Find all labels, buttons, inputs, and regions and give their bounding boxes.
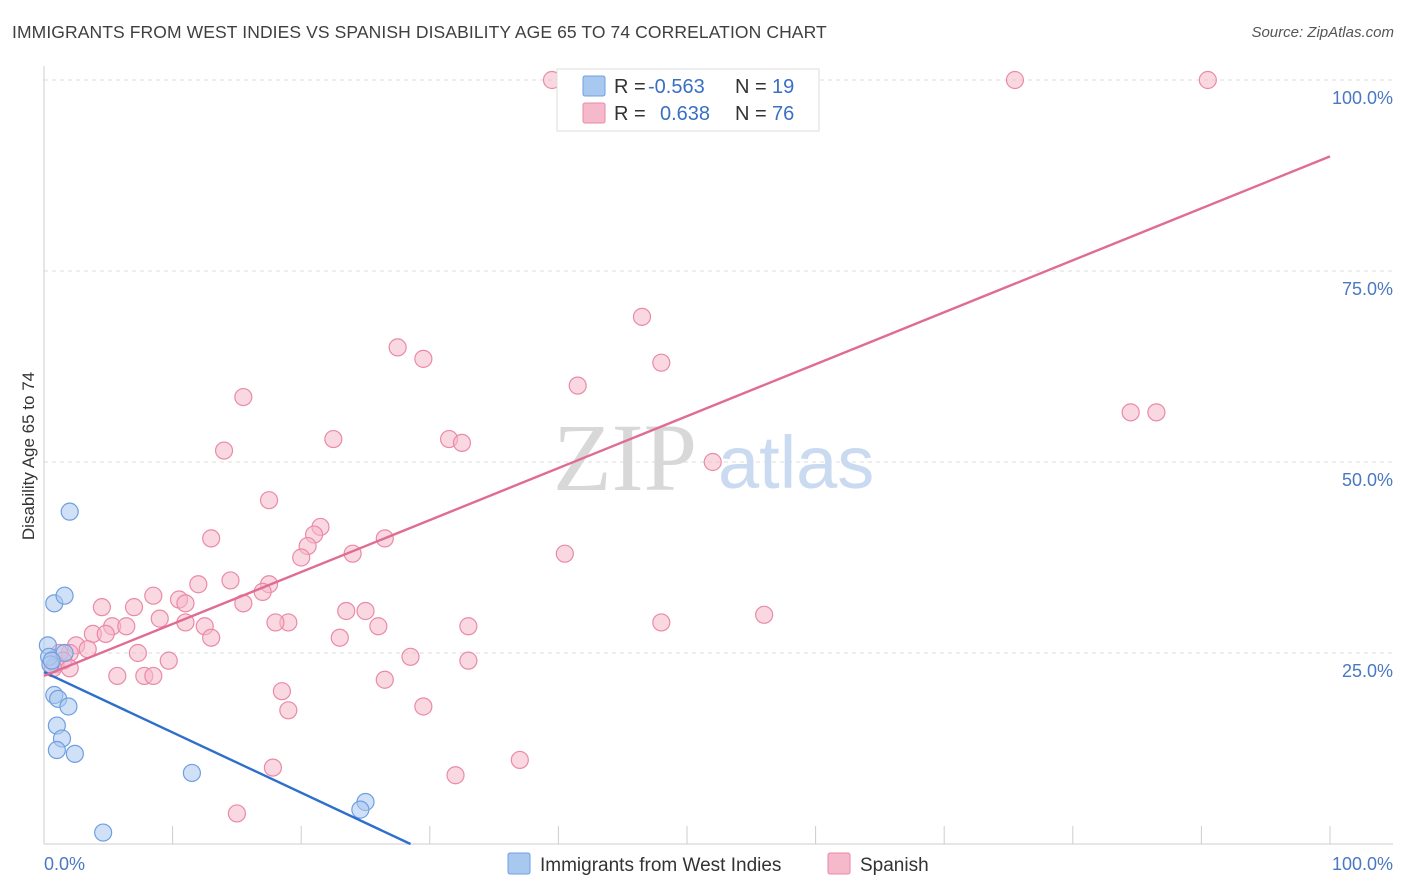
data-point-spanish [459, 617, 478, 636]
data-point-spanish [279, 701, 298, 720]
data-point-spanish [266, 613, 285, 632]
data-point-spanish [459, 651, 478, 670]
stats-legend-swatch-west-indies [582, 75, 606, 97]
data-point-spanish [227, 804, 246, 823]
data-point-spanish [108, 666, 127, 686]
watermark-atlas: atlas [718, 421, 874, 504]
series-legend-label-west-indies: Immigrants from West Indies [540, 855, 781, 876]
data-point-spanish [375, 670, 394, 689]
source-credit: Source: ZipAtlas.com [1251, 24, 1394, 41]
data-point-spanish [159, 651, 178, 670]
chart-title: IMMIGRANTS FROM WEST INDIES VS SPANISH D… [12, 22, 827, 42]
data-point-spanish [1121, 403, 1140, 422]
data-point-west-indies [55, 586, 74, 605]
x-tick-label: 100.0% [1332, 854, 1393, 874]
stats-legend-swatch-spanish [582, 102, 606, 124]
data-point-spanish [144, 666, 163, 686]
data-point-spanish [452, 433, 472, 452]
data-point-spanish [356, 601, 375, 621]
data-point-west-indies [182, 763, 201, 783]
data-point-west-indies [59, 697, 78, 716]
data-point-spanish [414, 697, 433, 716]
data-point-west-indies [351, 800, 370, 819]
data-point-spanish [755, 605, 774, 624]
data-point-spanish [652, 613, 671, 632]
series-legend: Immigrants from West Indies Spanish [507, 852, 929, 876]
stats-legend-n-value: 19 [772, 76, 794, 98]
stats-legend-n-label: N = [735, 76, 767, 98]
data-point-spanish [150, 609, 169, 628]
data-point-spanish [96, 624, 115, 644]
x-tick-labels: 0.0% 100.0% [44, 854, 1393, 874]
data-point-spanish [176, 594, 195, 613]
data-point-spanish [652, 353, 671, 372]
series-legend-swatch-west-indies [507, 852, 531, 875]
data-point-spanish [555, 544, 574, 563]
data-point-spanish [703, 452, 722, 472]
stats-legend: R = -0.563 N = 19 R = 0.638 N = 76 [556, 68, 820, 132]
series-legend-label-spanish: Spanish [860, 855, 929, 876]
data-point-west-indies [60, 502, 79, 521]
data-point-spanish [401, 647, 420, 666]
stats-legend-n-value: 76 [772, 103, 794, 125]
trend-lines [43, 155, 1331, 846]
data-point-spanish [202, 529, 221, 548]
y-tick-labels: 25.0% 50.0% 75.0% 100.0% [1332, 88, 1393, 681]
trend-line-spanish [43, 155, 1331, 678]
x-tick-label: 0.0% [44, 854, 85, 874]
data-point-spanish [272, 682, 292, 701]
data-point-spanish [202, 628, 221, 647]
stats-legend-r-value: -0.563 [648, 76, 705, 98]
data-point-spanish [189, 575, 208, 594]
data-point-spanish [388, 338, 407, 357]
series-legend-swatch-spanish [827, 852, 851, 875]
data-point-west-indies [42, 651, 61, 670]
data-point-spanish [292, 548, 311, 567]
data-point-spanish [632, 307, 652, 326]
y-axis-label: Disability Age 65 to 74 [19, 372, 38, 540]
data-points [38, 70, 1217, 842]
data-point-spanish [128, 643, 147, 663]
data-point-spanish [324, 429, 343, 449]
y-tick-label: 75.0% [1342, 279, 1393, 299]
data-point-spanish [124, 598, 144, 617]
data-point-west-indies [94, 823, 113, 842]
grid-lines [44, 79, 1393, 654]
data-point-spanish [446, 766, 465, 785]
data-point-spanish [337, 601, 356, 621]
stats-legend-n-label: N = [735, 103, 767, 125]
data-point-spanish [263, 758, 283, 777]
axes [43, 66, 1393, 845]
data-point-west-indies [47, 740, 66, 760]
data-point-spanish [369, 617, 388, 636]
stats-legend-r-label: R = [614, 103, 646, 125]
stats-legend-r-value: 0.638 [660, 103, 710, 125]
data-point-spanish [510, 750, 529, 770]
data-point-spanish [330, 628, 349, 647]
data-point-spanish [568, 376, 587, 395]
data-point-spanish [234, 387, 253, 407]
data-point-spanish [1198, 70, 1217, 90]
data-point-spanish [1005, 70, 1025, 90]
stats-legend-r-label: R = [614, 76, 646, 98]
data-point-west-indies [65, 744, 84, 763]
y-tick-label: 50.0% [1342, 470, 1393, 490]
y-tick-label: 25.0% [1342, 661, 1393, 681]
trend-line-west-indies [43, 671, 412, 846]
data-point-spanish [144, 586, 163, 605]
data-point-spanish [92, 598, 111, 617]
data-point-spanish [414, 349, 433, 368]
data-point-spanish [1147, 403, 1166, 422]
data-point-spanish [259, 491, 279, 510]
data-point-spanish [214, 441, 234, 460]
data-point-spanish [117, 617, 136, 636]
y-tick-label: 100.0% [1332, 88, 1393, 108]
data-point-spanish [221, 571, 240, 590]
